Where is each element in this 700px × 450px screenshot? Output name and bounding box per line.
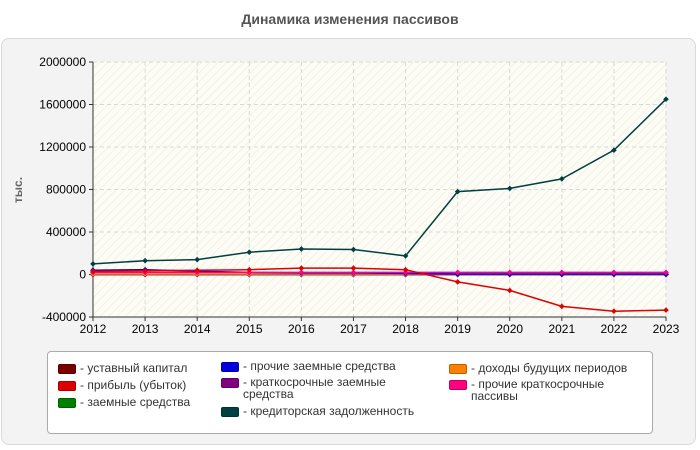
- legend-label: - уставный капитал: [80, 361, 188, 375]
- legend-item-kreditorskaya[interactable]: - кредиторская задолженность: [221, 405, 453, 417]
- x-tick-label: 2020: [496, 322, 523, 336]
- x-tick-label: 2017: [340, 322, 367, 336]
- data-point[interactable]: [558, 269, 565, 276]
- x-tick-label: 2013: [132, 322, 159, 336]
- data-point[interactable]: [350, 269, 357, 276]
- chart-title: Динамика изменения пассивов: [241, 11, 459, 27]
- legend-swatch: [449, 364, 467, 374]
- data-point[interactable]: [663, 269, 669, 276]
- data-point[interactable]: [142, 257, 148, 264]
- legend-label: - прочие заемные средства: [243, 359, 396, 373]
- axes: -400000 0 400000 800000 1200000 1600000 200000…: [39, 55, 679, 336]
- x-tick-label: 2019: [444, 322, 471, 336]
- data-point[interactable]: [246, 266, 253, 273]
- series-group: [90, 96, 669, 267]
- legend-item-pribyl[interactable]: - прибыль (убыток): [58, 379, 248, 391]
- legend: - уставный капитал - прибыль (убыток) - …: [47, 351, 653, 434]
- legend-label: - кредиторская задолженность: [243, 404, 415, 418]
- data-point[interactable]: [558, 176, 565, 182]
- legend-label: - прибыль (убыток): [80, 378, 187, 392]
- y-tick-label: 1200000: [39, 140, 86, 154]
- data-point[interactable]: [298, 265, 305, 271]
- legend-label: - краткосрочные заемные средства: [243, 375, 386, 401]
- data-point[interactable]: [506, 269, 513, 276]
- x-tick-label: 2012: [80, 322, 107, 336]
- legend-item-prochie-zaemnye[interactable]: - прочие заемные средства: [221, 360, 411, 372]
- data-point[interactable]: [506, 287, 513, 294]
- legend-label: - прочие краткосрочные пассивы: [471, 377, 605, 403]
- y-tick-label: 2000000: [39, 55, 86, 69]
- y-tick-label: 800000: [46, 183, 86, 197]
- legend-swatch: [449, 380, 467, 390]
- data-point[interactable]: [142, 267, 148, 274]
- legend-item-zaemnye-sredstva[interactable]: - заемные средства: [58, 396, 248, 408]
- legend-item-ustavnyi-kapital[interactable]: - уставный капитал: [58, 362, 248, 374]
- data-point[interactable]: [663, 307, 669, 313]
- data-point[interactable]: [350, 265, 357, 271]
- legend-swatch: [58, 398, 76, 408]
- legend-item-dokhody-budushchikh[interactable]: - доходы будущих периодов: [449, 362, 651, 374]
- x-tick-label: 2023: [653, 322, 680, 336]
- grid: [92, 61, 667, 318]
- data-point[interactable]: [506, 185, 513, 192]
- data-point[interactable]: [663, 96, 669, 103]
- series-group: [90, 269, 669, 276]
- legend-swatch: [221, 378, 239, 388]
- data-point[interactable]: [454, 269, 461, 276]
- data-point[interactable]: [558, 303, 565, 310]
- y-tick-label: -400000: [42, 310, 86, 324]
- legend-swatch: [58, 364, 76, 374]
- data-point[interactable]: [611, 308, 617, 314]
- data-point[interactable]: [611, 269, 617, 276]
- data-point[interactable]: [194, 267, 201, 274]
- x-tick-label: 2015: [236, 322, 263, 336]
- data-point[interactable]: [454, 279, 461, 285]
- data-point[interactable]: [90, 261, 96, 267]
- legend-item-prochie-kratkosrochnye[interactable]: - прочие краткосрочные пассивы: [449, 378, 636, 402]
- y-axis-label-box: тыс.: [4, 150, 32, 230]
- x-tick-label: 2021: [548, 322, 575, 336]
- legend-swatch: [58, 381, 76, 391]
- data-point[interactable]: [194, 256, 201, 263]
- y-tick-label: 400000: [46, 225, 86, 239]
- y-tick-label: 1600000: [39, 98, 86, 112]
- legend-swatch: [221, 362, 239, 372]
- series-group: [90, 265, 669, 314]
- legend-item-kratkosrochnye-zaemnye[interactable]: - краткосрочные заемные средства: [221, 376, 433, 400]
- x-tick-label: 2014: [184, 322, 211, 336]
- data-point[interactable]: [90, 268, 96, 275]
- data-point[interactable]: [298, 269, 305, 276]
- data-point[interactable]: [298, 246, 305, 252]
- legend-label: - доходы будущих периодов: [471, 361, 628, 375]
- x-tick-label: 2016: [288, 322, 315, 336]
- legend-label: - заемные средства: [80, 395, 191, 409]
- data-point[interactable]: [402, 253, 409, 259]
- series-lines: [90, 96, 669, 314]
- series-line[interactable]: [92, 98, 667, 265]
- y-axis-label: тыс.: [10, 176, 25, 204]
- data-point[interactable]: [454, 188, 461, 195]
- data-point[interactable]: [402, 266, 409, 273]
- x-tick-label: 2022: [601, 322, 628, 336]
- legend-swatch: [221, 407, 239, 417]
- data-point[interactable]: [611, 147, 617, 154]
- data-point[interactable]: [350, 246, 357, 253]
- series-line[interactable]: [92, 267, 667, 312]
- y-tick-label: 0: [79, 268, 86, 282]
- data-point[interactable]: [246, 249, 253, 256]
- x-tick-label: 2018: [392, 322, 419, 336]
